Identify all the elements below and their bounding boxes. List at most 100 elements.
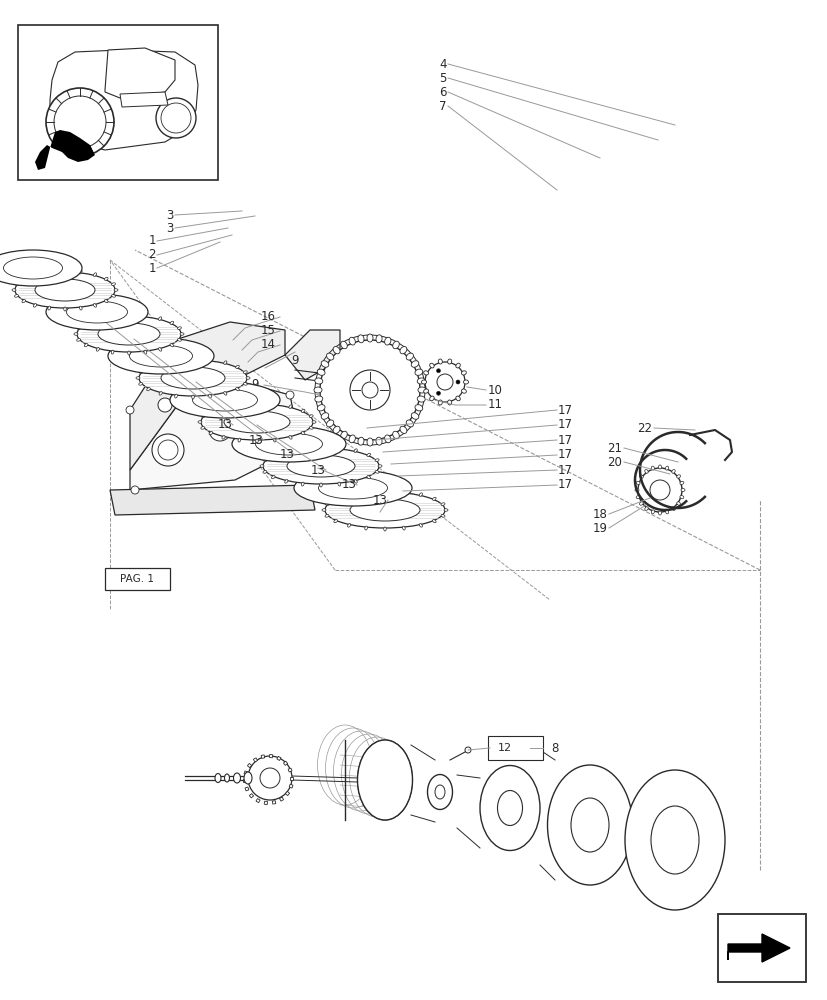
Ellipse shape bbox=[201, 415, 204, 417]
Circle shape bbox=[248, 756, 292, 800]
Ellipse shape bbox=[139, 371, 142, 373]
Ellipse shape bbox=[414, 405, 423, 411]
Ellipse shape bbox=[112, 295, 115, 297]
Ellipse shape bbox=[418, 493, 422, 496]
Ellipse shape bbox=[635, 496, 639, 499]
Ellipse shape bbox=[160, 103, 191, 133]
Ellipse shape bbox=[402, 526, 404, 530]
Ellipse shape bbox=[0, 243, 3, 293]
Ellipse shape bbox=[657, 511, 661, 515]
Ellipse shape bbox=[301, 446, 304, 450]
Ellipse shape bbox=[64, 269, 66, 273]
Ellipse shape bbox=[177, 339, 181, 341]
Ellipse shape bbox=[571, 798, 609, 852]
Circle shape bbox=[290, 471, 299, 479]
Ellipse shape bbox=[497, 790, 522, 825]
Ellipse shape bbox=[127, 351, 130, 355]
Text: 14: 14 bbox=[261, 338, 275, 352]
Bar bbox=[289, 784, 293, 788]
Ellipse shape bbox=[375, 335, 381, 343]
Text: 17: 17 bbox=[557, 434, 571, 446]
Ellipse shape bbox=[423, 389, 428, 393]
Circle shape bbox=[456, 380, 460, 384]
Ellipse shape bbox=[287, 455, 355, 477]
Ellipse shape bbox=[429, 396, 433, 401]
Ellipse shape bbox=[263, 459, 266, 461]
Ellipse shape bbox=[321, 413, 328, 419]
Ellipse shape bbox=[317, 405, 325, 411]
Ellipse shape bbox=[98, 323, 160, 345]
Circle shape bbox=[260, 768, 280, 788]
Bar bbox=[269, 754, 273, 758]
Ellipse shape bbox=[650, 806, 698, 874]
Ellipse shape bbox=[289, 405, 292, 408]
Ellipse shape bbox=[347, 493, 351, 496]
Ellipse shape bbox=[418, 524, 422, 527]
Circle shape bbox=[638, 468, 681, 512]
Ellipse shape bbox=[314, 396, 323, 402]
Text: 15: 15 bbox=[261, 324, 275, 338]
Text: 17: 17 bbox=[557, 464, 571, 477]
Bar bbox=[283, 761, 287, 765]
Ellipse shape bbox=[383, 527, 385, 531]
Polygon shape bbox=[120, 92, 168, 107]
Ellipse shape bbox=[421, 380, 426, 384]
Ellipse shape bbox=[158, 398, 172, 412]
Ellipse shape bbox=[319, 483, 322, 487]
Ellipse shape bbox=[11, 265, 19, 270]
Ellipse shape bbox=[434, 785, 444, 799]
Ellipse shape bbox=[222, 405, 225, 408]
Polygon shape bbox=[284, 330, 340, 380]
Ellipse shape bbox=[54, 96, 106, 148]
Ellipse shape bbox=[271, 476, 275, 479]
Ellipse shape bbox=[383, 489, 385, 493]
Ellipse shape bbox=[313, 387, 322, 393]
Circle shape bbox=[361, 382, 378, 398]
Text: 13: 13 bbox=[248, 434, 263, 446]
Ellipse shape bbox=[441, 503, 444, 505]
Text: 4: 4 bbox=[438, 58, 447, 71]
Ellipse shape bbox=[256, 433, 322, 455]
Ellipse shape bbox=[215, 774, 221, 782]
Ellipse shape bbox=[365, 490, 367, 494]
Ellipse shape bbox=[223, 361, 227, 364]
Ellipse shape bbox=[366, 453, 370, 456]
Ellipse shape bbox=[385, 435, 390, 443]
Ellipse shape bbox=[314, 378, 323, 384]
Circle shape bbox=[350, 370, 390, 410]
Ellipse shape bbox=[84, 344, 88, 347]
Ellipse shape bbox=[170, 382, 280, 418]
Bar bbox=[290, 776, 293, 780]
Text: 2: 2 bbox=[148, 248, 155, 261]
Ellipse shape bbox=[665, 510, 668, 514]
Ellipse shape bbox=[12, 289, 16, 291]
Ellipse shape bbox=[635, 481, 639, 484]
Ellipse shape bbox=[2, 266, 8, 270]
Text: 16: 16 bbox=[261, 310, 275, 324]
Ellipse shape bbox=[33, 273, 36, 276]
Text: 3: 3 bbox=[166, 209, 174, 222]
Ellipse shape bbox=[349, 337, 355, 345]
Ellipse shape bbox=[651, 466, 653, 470]
Ellipse shape bbox=[93, 273, 97, 276]
Ellipse shape bbox=[385, 337, 390, 345]
Ellipse shape bbox=[237, 438, 241, 442]
Ellipse shape bbox=[160, 367, 225, 389]
Ellipse shape bbox=[46, 88, 114, 156]
Ellipse shape bbox=[366, 438, 372, 446]
Ellipse shape bbox=[366, 476, 370, 479]
Ellipse shape bbox=[198, 421, 202, 423]
Ellipse shape bbox=[174, 358, 177, 362]
Bar bbox=[253, 758, 257, 762]
Ellipse shape bbox=[312, 421, 316, 423]
Text: 17: 17 bbox=[557, 479, 571, 491]
Circle shape bbox=[319, 340, 419, 440]
Circle shape bbox=[465, 747, 471, 753]
Ellipse shape bbox=[273, 438, 275, 442]
Ellipse shape bbox=[463, 380, 468, 384]
Bar bbox=[487, 736, 543, 760]
Ellipse shape bbox=[146, 388, 150, 391]
Ellipse shape bbox=[332, 347, 340, 354]
Ellipse shape bbox=[456, 363, 460, 368]
Ellipse shape bbox=[208, 419, 231, 441]
